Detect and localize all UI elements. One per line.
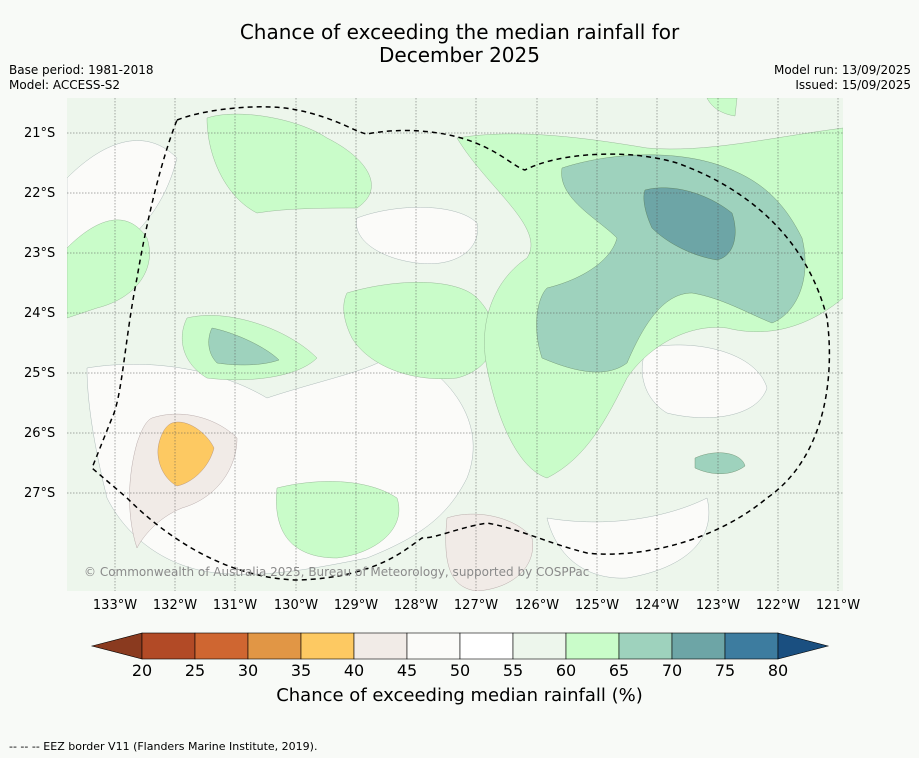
region-green-south <box>276 481 399 559</box>
lat-label-25s: 25°S <box>24 366 56 381</box>
lon-label-131w: 131°W <box>212 598 258 613</box>
colorbar-cell <box>512 632 567 660</box>
colorbar-extend-high <box>777 632 830 660</box>
colorbar-tick-55: 55 <box>502 661 524 680</box>
colorbar-tick-80: 80 <box>767 661 789 680</box>
copyright-text: © Commonwealth of Australia 2025, Bureau… <box>84 565 590 579</box>
colorbar-cell <box>194 632 249 660</box>
colorbar-cell <box>459 632 514 660</box>
region-orange-dry <box>157 421 215 487</box>
colorbar <box>90 632 830 660</box>
colorbar-cell <box>406 632 461 660</box>
lon-label-128w: 128°W <box>393 598 439 613</box>
rainfall-map <box>67 98 843 591</box>
region-dark-teal <box>643 187 736 261</box>
colorbar-title: Chance of exceeding median rainfall (%) <box>276 685 643 706</box>
lon-label-123w: 123°W <box>695 598 741 613</box>
colorbar-cell <box>724 632 779 660</box>
region-beige-south <box>445 513 533 591</box>
issued-date: Issued: 15/09/2025 <box>795 78 911 92</box>
region-teal-south <box>694 452 746 474</box>
colorbar-cell <box>565 632 620 660</box>
lon-label-124w: 124°W <box>634 598 680 613</box>
region-green-w <box>67 219 150 319</box>
meta-left: Base period: 1981-2018 Model: ACCESS-S2 <box>9 63 154 93</box>
lon-label-125w: 125°W <box>574 598 620 613</box>
colorbar-tick-20: 20 <box>131 661 153 680</box>
region-teal-east <box>536 154 806 373</box>
graticule <box>67 98 843 591</box>
region-teal-west <box>208 327 280 366</box>
lon-label-133w: 133°W <box>92 598 138 613</box>
region-white-center <box>356 207 478 264</box>
region-green-top <box>706 98 738 117</box>
lon-label-122w: 122°W <box>755 598 801 613</box>
map-title-line1: Chance of exceeding the median rainfall … <box>239 20 680 44</box>
eez-border <box>91 106 831 581</box>
colorbar-cell <box>618 632 673 660</box>
lon-label-127w: 127°W <box>453 598 499 613</box>
colorbar-cell <box>247 632 302 660</box>
lon-label-129w: 129°W <box>333 598 379 613</box>
eez-legend-footer: -- -- -- EEZ border V11 (Flanders Marine… <box>9 740 318 753</box>
map-title-line2: December 2025 <box>379 43 540 67</box>
colorbar-tick-70: 70 <box>661 661 683 680</box>
lat-label-27s: 27°S <box>24 486 56 501</box>
lat-label-21s: 21°S <box>24 126 56 141</box>
colorbar-tick-40: 40 <box>343 661 365 680</box>
base-period: Base period: 1981-2018 <box>9 63 154 77</box>
colorbar-cell <box>671 632 726 660</box>
lon-label-126w: 126°W <box>514 598 560 613</box>
meta-right: Model run: 13/09/2025 Issued: 15/09/2025 <box>774 63 911 93</box>
colorbar-extend-low <box>90 632 143 660</box>
colorbar-tick-25: 25 <box>184 661 206 680</box>
colorbar-tick-35: 35 <box>290 661 312 680</box>
colorbar-cell <box>141 632 196 660</box>
colorbar-cell <box>300 632 355 660</box>
lat-label-24s: 24°S <box>24 306 56 321</box>
colorbar-tick-50: 50 <box>449 661 471 680</box>
colorbar-tick-75: 75 <box>714 661 736 680</box>
colorbar-tick-30: 30 <box>237 661 259 680</box>
region-white-se <box>546 497 710 579</box>
lon-label-130w: 130°W <box>273 598 319 613</box>
lat-label-26s: 26°S <box>24 426 56 441</box>
lat-label-23s: 23°S <box>24 246 56 261</box>
colorbar-tick-60: 60 <box>555 661 577 680</box>
lon-label-121w: 121°W <box>815 598 861 613</box>
colorbar-cell <box>353 632 408 660</box>
region-white-east <box>641 344 768 418</box>
colorbar-tick-45: 45 <box>396 661 418 680</box>
lat-label-22s: 22°S <box>24 186 56 201</box>
lon-label-132w: 132°W <box>152 598 198 613</box>
model-run: Model run: 13/09/2025 <box>773 63 911 77</box>
region-green-nw <box>206 113 372 214</box>
model-name: Model: ACCESS-S2 <box>9 78 121 92</box>
region-green-center <box>343 282 495 379</box>
colorbar-tick-65: 65 <box>608 661 630 680</box>
